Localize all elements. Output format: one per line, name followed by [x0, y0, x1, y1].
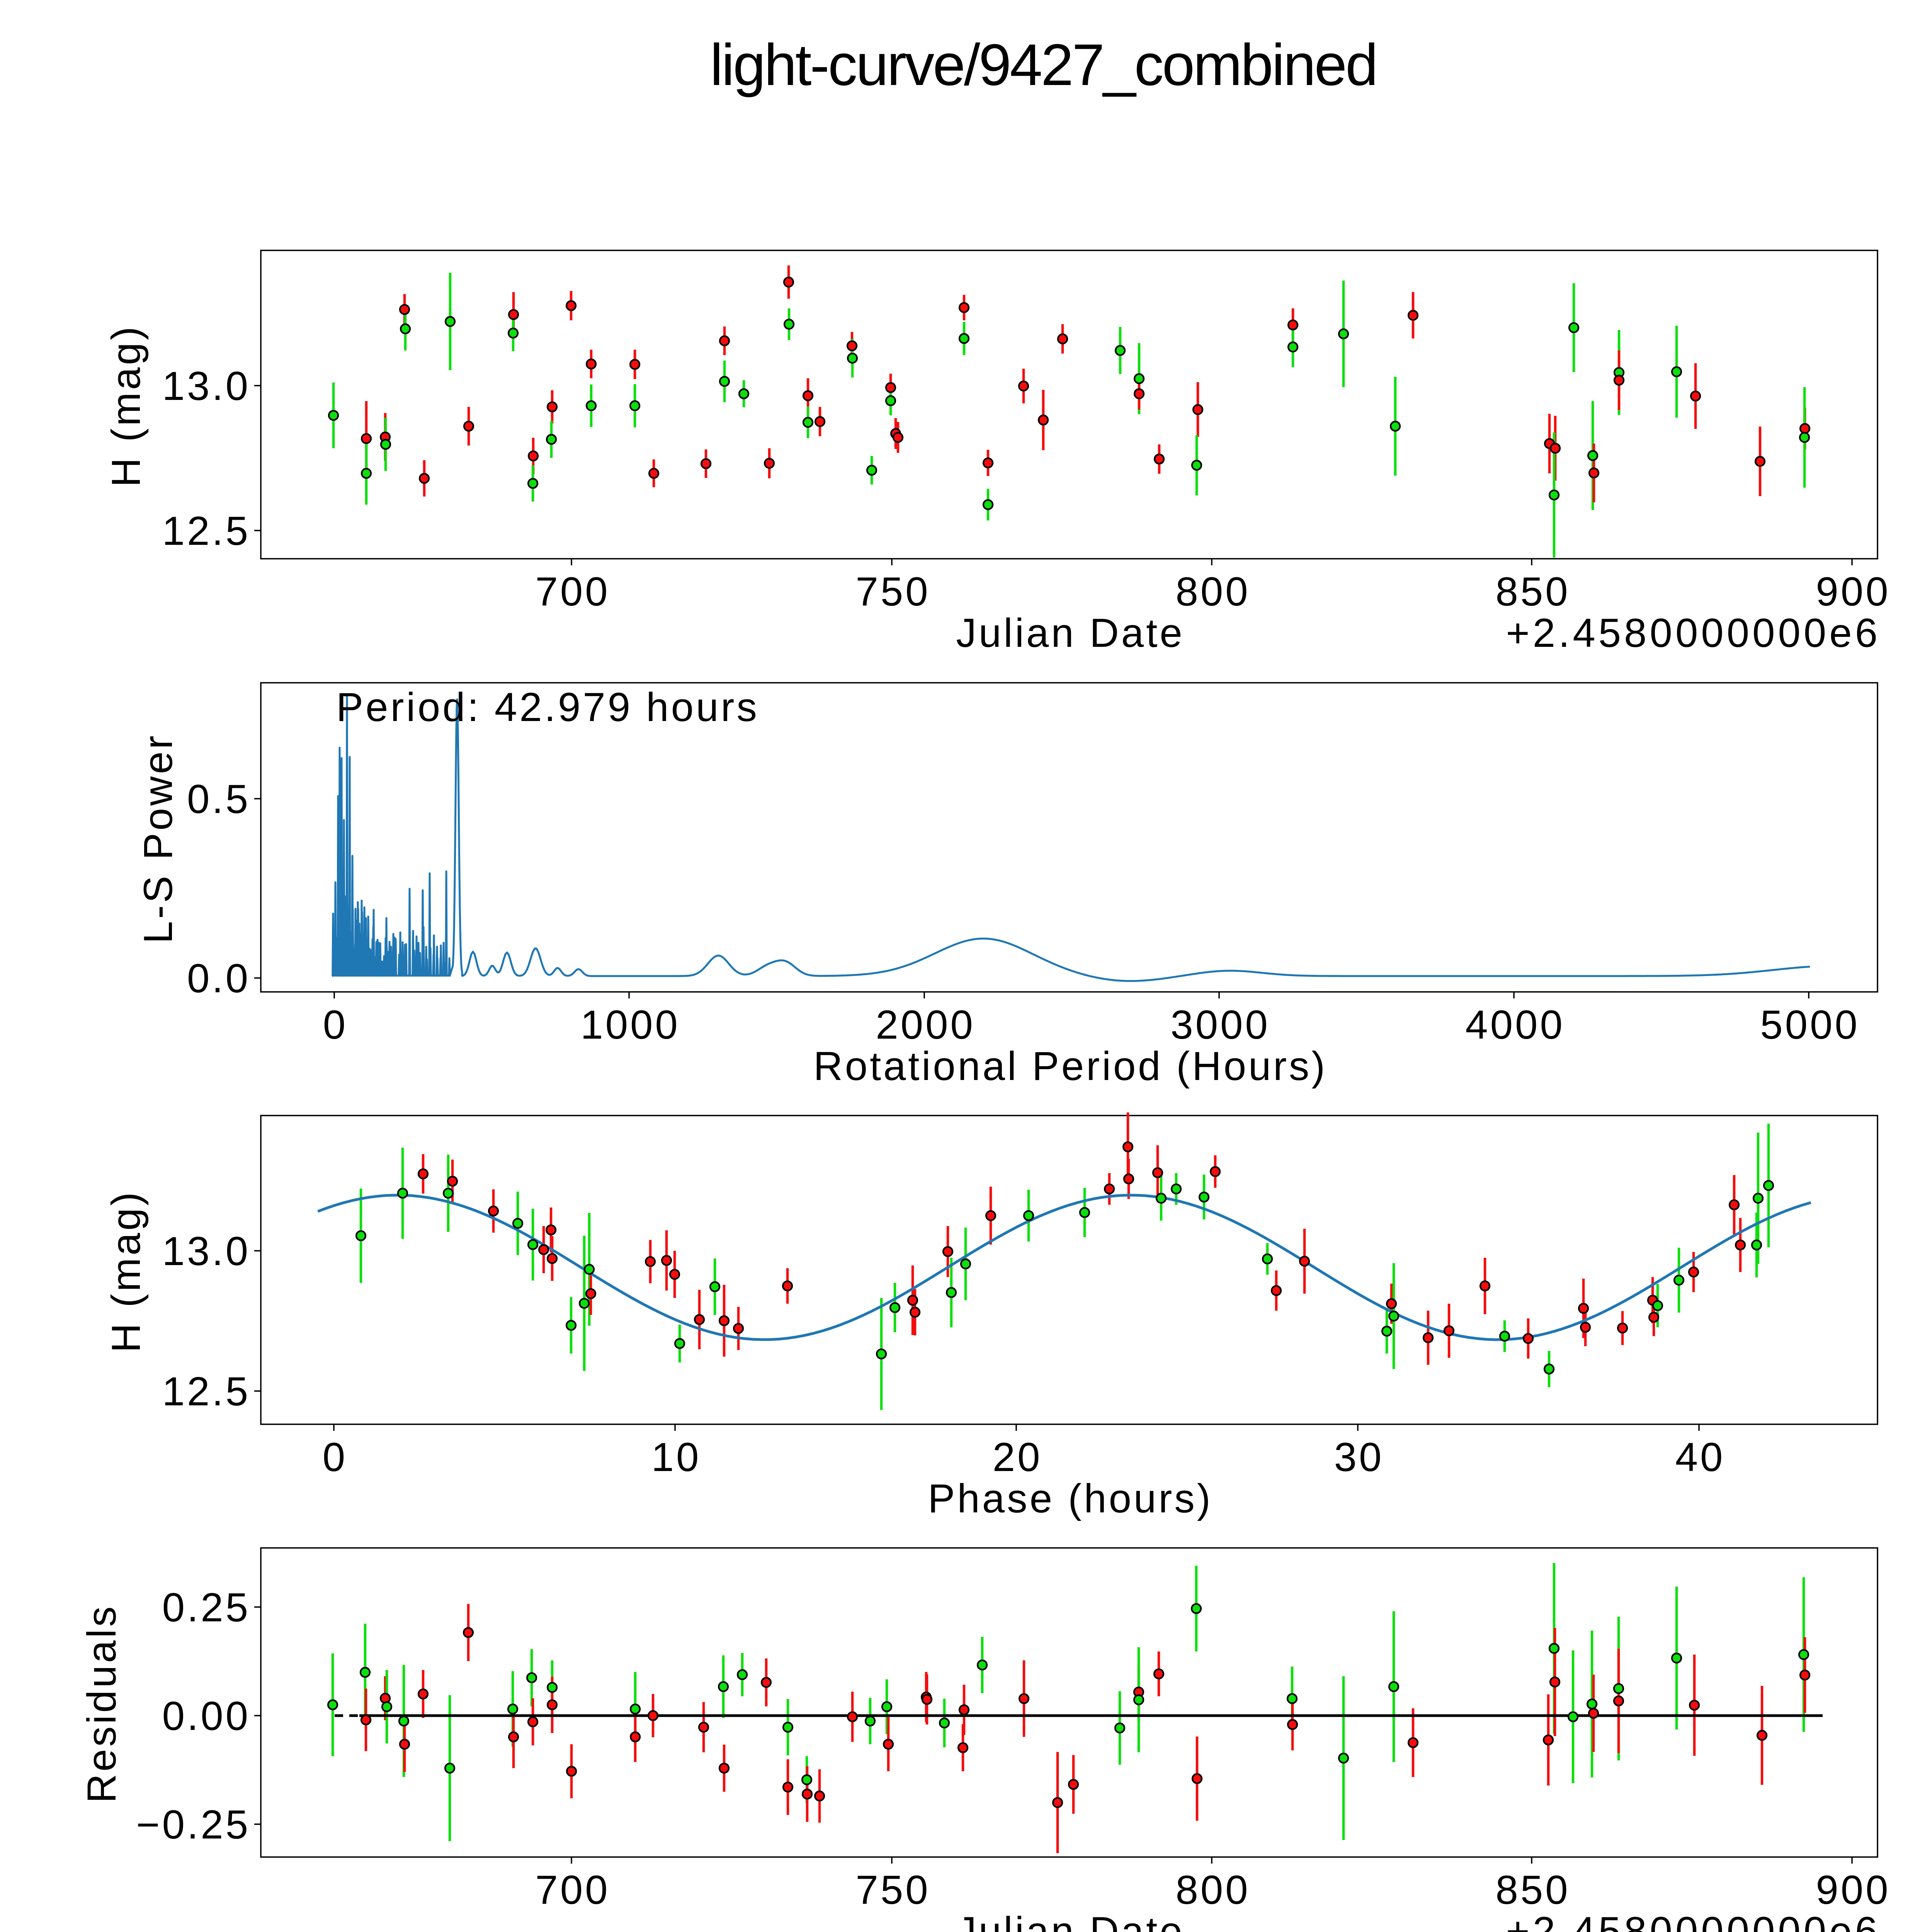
svg-text:10: 10 [651, 1435, 701, 1480]
svg-text:2000: 2000 [876, 1002, 975, 1048]
svg-text:3000: 3000 [1170, 1002, 1270, 1048]
svg-text:0.5: 0.5 [187, 777, 250, 822]
svg-text:light-curve/9427_combined: light-curve/9427_combined [710, 32, 1376, 98]
svg-text:Julian Date: Julian Date [956, 611, 1184, 656]
svg-text:850: 850 [1495, 1867, 1570, 1913]
svg-text:900: 900 [1816, 569, 1890, 614]
svg-text:0: 0 [323, 1002, 348, 1048]
svg-text:700: 700 [535, 1867, 610, 1913]
svg-text:0.25: 0.25 [162, 1585, 250, 1630]
svg-text:H (mag): H (mag) [104, 1190, 149, 1352]
svg-text:Residuals: Residuals [79, 1604, 124, 1803]
svg-text:0.00: 0.00 [162, 1694, 250, 1739]
svg-text:5000: 5000 [1760, 1002, 1860, 1048]
svg-text:20: 20 [993, 1435, 1043, 1480]
svg-text:L-S Power: L-S Power [136, 733, 181, 944]
svg-text:40: 40 [1675, 1435, 1725, 1480]
svg-text:H (mag): H (mag) [104, 324, 149, 487]
svg-text:Julian Date: Julian Date [956, 1909, 1184, 1932]
svg-text:12.5: 12.5 [162, 509, 250, 554]
svg-text:800: 800 [1175, 1867, 1250, 1913]
svg-text:4000: 4000 [1465, 1002, 1565, 1048]
svg-text:0: 0 [323, 1435, 347, 1480]
svg-text:750: 750 [855, 569, 930, 614]
svg-text:30: 30 [1334, 1435, 1384, 1480]
svg-text:−0.25: −0.25 [136, 1802, 250, 1847]
svg-text:Phase (hours): Phase (hours) [928, 1476, 1213, 1521]
svg-text:900: 900 [1816, 1867, 1890, 1913]
svg-text:700: 700 [535, 569, 610, 614]
svg-text:+2.4580000000e6: +2.4580000000e6 [1506, 1909, 1881, 1932]
svg-text:0.0: 0.0 [187, 956, 250, 1001]
svg-text:Rotational Period (Hours): Rotational Period (Hours) [813, 1044, 1327, 1089]
svg-text:1000: 1000 [580, 1002, 680, 1048]
svg-text:+2.4580000000e6: +2.4580000000e6 [1506, 611, 1881, 656]
svg-text:13.0: 13.0 [162, 1229, 250, 1274]
svg-text:Period: 42.979 hours: Period: 42.979 hours [336, 685, 759, 730]
svg-text:12.5: 12.5 [162, 1369, 250, 1414]
svg-text:850: 850 [1495, 569, 1570, 614]
svg-text:800: 800 [1175, 569, 1250, 614]
svg-text:13.0: 13.0 [162, 364, 250, 409]
svg-text:750: 750 [855, 1867, 930, 1913]
